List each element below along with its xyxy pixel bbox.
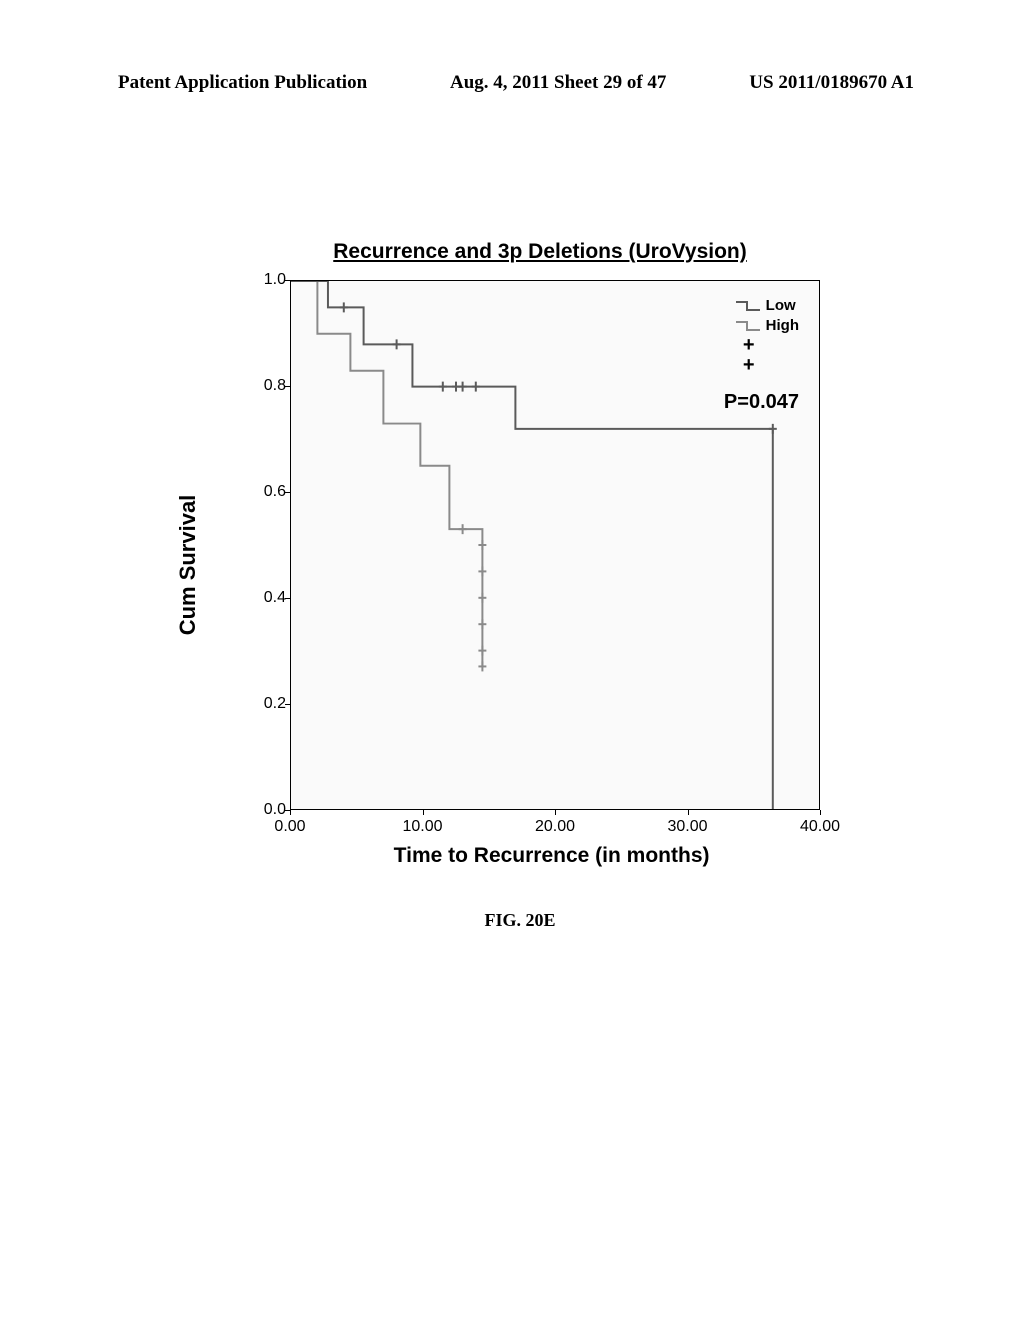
y-tick-mark bbox=[285, 492, 290, 493]
legend-swatch-high bbox=[736, 318, 762, 332]
header-left: Patent Application Publication bbox=[118, 72, 367, 94]
chart-legend: Low High + + bbox=[736, 295, 799, 375]
x-tick-label: 20.00 bbox=[535, 818, 575, 836]
y-tick-label: 1.0 bbox=[248, 271, 286, 289]
legend-label-high: High bbox=[766, 317, 799, 334]
legend-censor-1: + bbox=[736, 335, 799, 355]
x-axis-label: Time to Recurrence (in months) bbox=[394, 844, 710, 868]
y-tick-mark bbox=[285, 598, 290, 599]
y-tick-label: 0.6 bbox=[248, 483, 286, 501]
header-right: US 2011/0189670 A1 bbox=[749, 72, 914, 94]
y-axis-label: Cum Survival bbox=[175, 495, 201, 636]
y-tick-mark bbox=[285, 280, 290, 281]
patent-page-header: Patent Application Publication Aug. 4, 2… bbox=[0, 72, 1024, 94]
y-tick-label: 0.8 bbox=[248, 377, 286, 395]
x-tick-mark bbox=[688, 810, 689, 815]
survival-chart: Recurrence and 3p Deletions (UroVysion) … bbox=[200, 240, 840, 931]
figure-caption: FIG. 20E bbox=[200, 910, 840, 931]
legend-label-low: Low bbox=[766, 297, 796, 314]
x-tick-mark bbox=[555, 810, 556, 815]
y-tick-label: 0.0 bbox=[248, 801, 286, 819]
x-tick-label: 30.00 bbox=[667, 818, 707, 836]
plot-container: Cum Survival Low High + bbox=[200, 270, 840, 860]
y-tick-mark bbox=[285, 386, 290, 387]
x-tick-label: 40.00 bbox=[800, 818, 840, 836]
plus-icon: + bbox=[736, 358, 762, 372]
legend-censor-2: + bbox=[736, 355, 799, 375]
x-tick-label: 10.00 bbox=[402, 818, 442, 836]
plot-area: Low High + + P=0.047 bbox=[290, 280, 820, 810]
plus-icon: + bbox=[736, 338, 762, 352]
chart-title: Recurrence and 3p Deletions (UroVysion) bbox=[200, 240, 880, 264]
legend-item-high: High bbox=[736, 315, 799, 335]
legend-item-low: Low bbox=[736, 295, 799, 315]
p-value-text: P=0.047 bbox=[724, 391, 799, 414]
x-tick-mark bbox=[290, 810, 291, 815]
y-tick-label: 0.2 bbox=[248, 695, 286, 713]
x-tick-label: 0.00 bbox=[274, 818, 305, 836]
y-tick-mark bbox=[285, 704, 290, 705]
header-center: Aug. 4, 2011 Sheet 29 of 47 bbox=[450, 72, 666, 94]
x-tick-mark bbox=[820, 810, 821, 815]
y-tick-label: 0.4 bbox=[248, 589, 286, 607]
x-tick-mark bbox=[423, 810, 424, 815]
legend-swatch-low bbox=[736, 298, 762, 312]
